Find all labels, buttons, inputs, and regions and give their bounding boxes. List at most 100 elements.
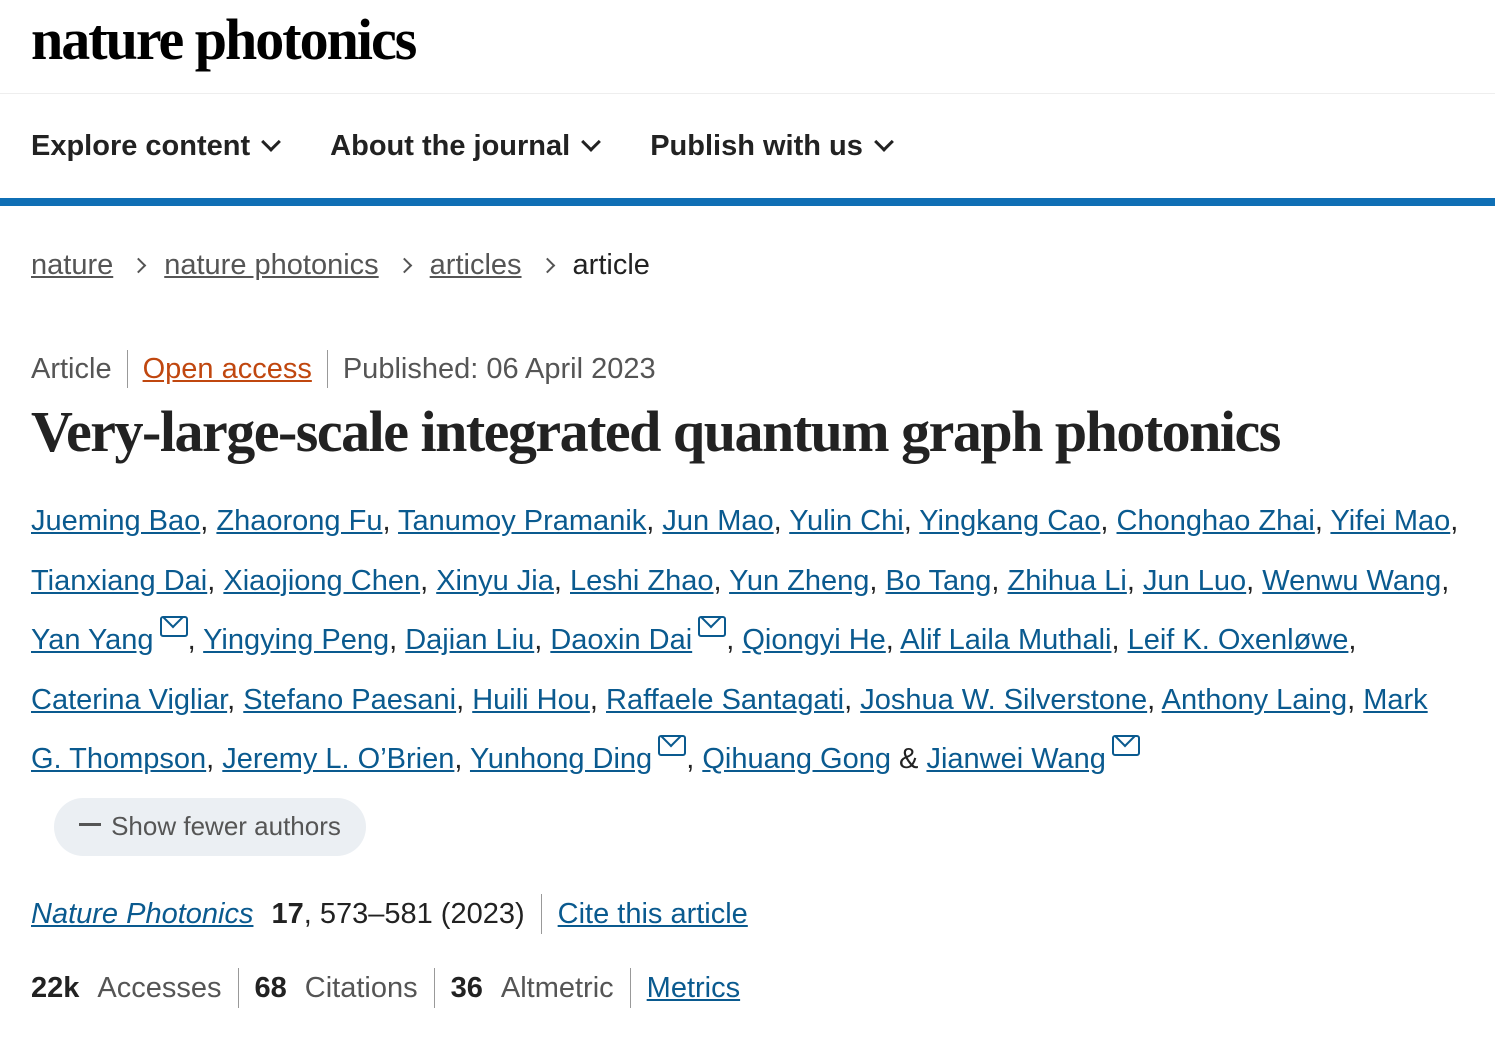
author-link[interactable]: Yingying Peng	[203, 624, 390, 656]
author-link[interactable]: Tanumoy Pramanik	[398, 505, 647, 537]
author-separator: ,	[589, 683, 607, 716]
author-link[interactable]: Mark G. Thompson	[31, 683, 1428, 776]
author-separator: ,	[903, 505, 920, 537]
author-link[interactable]: Zhihua Li	[1007, 564, 1127, 597]
author-separator: ,	[726, 624, 743, 656]
breadcrumb-articles[interactable]: articles	[429, 249, 522, 281]
altmetric-label: Altmetric	[500, 971, 614, 1004]
author-link[interactable]: Jianwei Wang	[926, 743, 1106, 775]
author-link[interactable]: Stefano Paesani	[243, 683, 457, 716]
email-icon[interactable]	[658, 735, 687, 756]
author-link[interactable]: Joshua W. Silverstone	[860, 683, 1148, 716]
nav-label: About the journal	[330, 129, 571, 162]
open-access-link[interactable]: Open access	[142, 353, 312, 385]
author-separator: ,	[454, 743, 470, 775]
author-separator: ,	[1111, 624, 1128, 656]
metrics-link[interactable]: Metrics	[646, 971, 741, 1004]
author-link[interactable]: Yun Zheng	[729, 564, 870, 597]
author-link[interactable]: Huili Hou	[472, 683, 590, 716]
author-separator: ,	[227, 683, 244, 716]
author-separator: ,	[1246, 564, 1263, 597]
author-link[interactable]: Yulin Chi	[789, 505, 904, 537]
author-link[interactable]: Jun Luo	[1142, 564, 1247, 597]
chevron-down-icon	[261, 132, 282, 152]
author-separator: ,	[773, 505, 790, 537]
journal-logo[interactable]: nature photonics	[31, 7, 417, 72]
author-separator: ,	[207, 564, 224, 597]
chevron-down-icon	[581, 132, 602, 152]
article-header: nature nature photonics articles article…	[0, 246, 1495, 1038]
author-link[interactable]: Raffaele Santagati	[606, 683, 845, 716]
author-link[interactable]: Yunhong Ding	[469, 743, 653, 775]
author-link[interactable]: Jeremy L. O’Brien	[222, 743, 455, 775]
author-link[interactable]: Qiongyi He	[742, 624, 886, 656]
volume: 17	[271, 897, 304, 930]
divider	[629, 967, 631, 1008]
author-link[interactable]: Dajian Liu	[405, 624, 535, 656]
author-link[interactable]: Yifei Mao	[1330, 505, 1451, 537]
email-icon[interactable]	[159, 616, 188, 637]
author-separator: ,	[991, 564, 1008, 597]
author-link[interactable]: Jun Mao	[662, 505, 774, 537]
author-link[interactable]: Caterina Vigliar	[31, 683, 228, 716]
nav-about-journal[interactable]: About the journal	[330, 129, 602, 163]
altmetric-count: 36	[450, 971, 483, 1004]
divider	[126, 350, 128, 388]
author-separator: ,	[869, 564, 886, 597]
author-list: Jueming Bao, Zhaorong Fu, Tanumoy Praman…	[31, 492, 1461, 790]
author-separator: ,	[553, 564, 570, 597]
author-separator: ,	[1441, 564, 1457, 597]
show-fewer-authors-button[interactable]: Show fewer authors	[54, 797, 366, 856]
author-separator: ,	[1147, 683, 1162, 716]
author-separator: ,	[187, 624, 204, 656]
author-link[interactable]: Tianxiang Dai	[31, 564, 208, 597]
author-link[interactable]: Daoxin Dai	[550, 624, 693, 656]
cite-this-article-link[interactable]: Cite this article	[557, 897, 748, 930]
author-link[interactable]: Bo Tang	[885, 564, 992, 597]
nav-publish-with-us[interactable]: Publish with us	[650, 130, 894, 163]
author-separator: ,	[686, 743, 703, 775]
author-link[interactable]: Jueming Bao	[31, 505, 201, 537]
citation-line: Nature Photonics 17 , 573–581 (2023) Cit…	[31, 893, 1464, 934]
author-separator: ,	[389, 624, 406, 656]
author-separator: ,	[1100, 505, 1117, 537]
author-separator: ,	[713, 564, 730, 597]
author-link[interactable]: Chonghao Zhai	[1116, 505, 1315, 537]
author-link[interactable]: Leif K. Oxenløwe	[1127, 624, 1349, 656]
author-link[interactable]: Yingkang Cao	[919, 505, 1101, 537]
breadcrumb-nature-photonics[interactable]: nature photonics	[164, 249, 379, 281]
author-link[interactable]: Alif Laila Muthali	[900, 624, 1112, 656]
main-nav: Explore content About the journal Publis…	[0, 94, 1495, 206]
article-type: Article	[31, 353, 112, 385]
accesses-count: 22k	[31, 971, 80, 1004]
journal-link[interactable]: Nature Photonics	[31, 897, 254, 930]
accesses-label: Accesses	[97, 971, 222, 1004]
author-link[interactable]: Anthony Laing	[1161, 683, 1348, 716]
author-separator: ,	[646, 505, 663, 537]
author-separator: ,	[1450, 505, 1466, 537]
breadcrumb: nature nature photonics articles article	[31, 246, 1464, 284]
author-separator: ,	[1126, 564, 1143, 597]
author-link[interactable]: Xinyu Jia	[436, 564, 554, 597]
author-link[interactable]: Leshi Zhao	[570, 564, 714, 597]
author-link[interactable]: Wenwu Wang	[1262, 564, 1442, 597]
article-metrics: 22k Accesses 68 Citations 36 Altmetric M…	[31, 967, 1464, 1038]
divider	[433, 967, 435, 1008]
author-separator: ,	[1348, 624, 1365, 656]
nav-explore-content[interactable]: Explore content	[31, 129, 282, 163]
author-link[interactable]: Qihuang Gong	[702, 743, 891, 775]
divider	[540, 893, 542, 934]
author-separator: ,	[885, 624, 901, 656]
author-link[interactable]: Yan Yang	[31, 624, 154, 656]
nav-label: Explore content	[31, 129, 251, 162]
breadcrumb-nature[interactable]: nature	[31, 249, 114, 281]
page-title: Very-large-scale integrated quantum grap…	[31, 399, 1281, 464]
button-label: Show fewer authors	[111, 811, 341, 841]
author-link[interactable]: Xiaojiong Chen	[223, 564, 421, 597]
author-separator: ,	[420, 564, 437, 597]
site-header: nature photonics	[0, 0, 1495, 94]
author-separator: ,	[534, 624, 551, 656]
email-icon[interactable]	[1111, 735, 1140, 756]
email-icon[interactable]	[698, 616, 727, 637]
author-link[interactable]: Zhaorong Fu	[216, 505, 383, 537]
